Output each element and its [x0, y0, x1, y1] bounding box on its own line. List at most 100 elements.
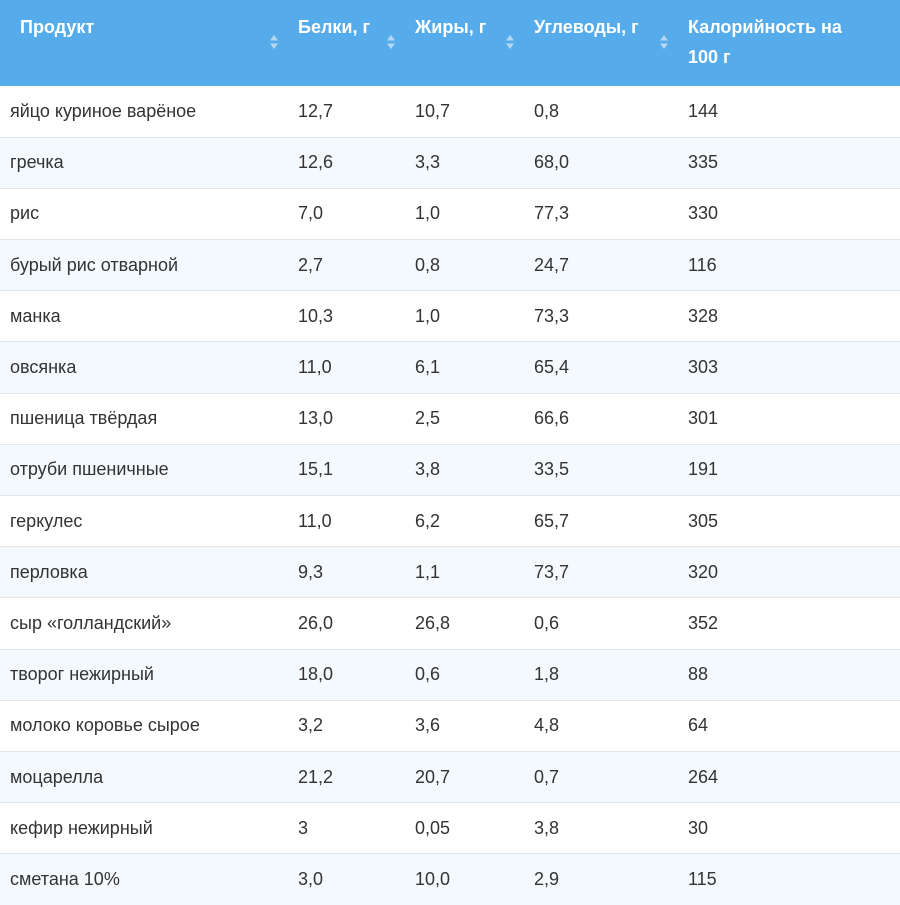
- cell-fat: 1,1: [405, 546, 524, 598]
- cell-product: перловка: [0, 546, 288, 598]
- table-row: кефир нежирный 3 0,05 3,8 30: [0, 802, 900, 854]
- cell-carbs: 65,4: [524, 341, 678, 394]
- cell-calories: 116: [678, 239, 900, 291]
- cell-protein: 12,7: [298, 100, 334, 121]
- cell-carbs: 0,8: [534, 100, 560, 121]
- table-body: яйцо куриное варёное 12,7 10,7 0,8 144 гречка…: [0, 86, 900, 905]
- header-carbs[interactable]: Углеводы, г: [524, 0, 678, 86]
- cell-fat: 1,0: [405, 290, 524, 342]
- table-row: молоко коровье сырое 3,2 3,6 4,8 64: [0, 699, 900, 752]
- cell-carbs: 73,3: [524, 290, 678, 342]
- cell-carbs: 65,7: [524, 494, 678, 547]
- cell-product: кефир нежирный: [0, 802, 288, 854]
- cell-protein: 26,0: [288, 597, 405, 650]
- cell-product: гречка: [0, 136, 288, 189]
- cell-product: отруби пшеничные: [0, 443, 288, 496]
- header-fat[interactable]: Жиры, г: [405, 0, 524, 86]
- cell-fat: 3,6: [405, 699, 524, 752]
- cell-product: бурый рис отварной: [0, 239, 288, 291]
- cell-carbs: 4,8: [524, 699, 678, 752]
- cell-fat: 0,6: [405, 648, 524, 701]
- cell-protein: 10,3: [288, 290, 405, 342]
- cell-fat: 10,0: [405, 853, 524, 905]
- cell-calories: 88: [678, 648, 900, 701]
- cell-carbs: 0,7: [524, 750, 678, 803]
- table-row: отруби пшеничные 15,1 3,8 33,5 191: [0, 443, 900, 496]
- cell-calories: 303: [678, 341, 900, 394]
- cell-carbs: 24,7: [524, 239, 678, 291]
- cell-carbs: 66,6: [524, 392, 678, 445]
- cell-calories: 305: [678, 494, 900, 547]
- cell-carbs: 77,3: [524, 187, 678, 240]
- cell-product: яйцо куриное варёное: [10, 100, 197, 121]
- table-header: Продукт Белки, г Жиры, г: [0, 0, 900, 86]
- sort-arrows-icon: [660, 35, 668, 49]
- cell-fat: 6,2: [405, 494, 524, 547]
- cell-product: молоко коровье сырое: [0, 699, 288, 752]
- table-row: овсянка 11,0 6,1 65,4 303: [0, 341, 900, 394]
- header-row: Продукт Белки, г Жиры, г: [0, 0, 900, 86]
- cell-product: овсянка: [0, 341, 288, 394]
- cell-fat: 0,05: [405, 802, 524, 854]
- table-row: гречка 12,6 3,3 68,0 335: [0, 136, 900, 189]
- cell-protein: 18,0: [288, 648, 405, 701]
- cell-protein: 15,1: [288, 443, 405, 496]
- cell-protein: 7,0: [288, 187, 405, 240]
- table-row: геркулес 11,0 6,2 65,7 305: [0, 494, 900, 547]
- cell-calories: 301: [678, 392, 900, 445]
- cell-calories: 64: [678, 699, 900, 752]
- table-row: манка 10,3 1,0 73,3 328: [0, 290, 900, 342]
- cell-product: сыр «голландский»: [0, 597, 288, 650]
- header-label: Жиры, г: [415, 17, 487, 37]
- cell-protein: 12,6: [288, 136, 405, 189]
- cell-protein: 9,3: [288, 546, 405, 598]
- cell-fat: 0,8: [405, 239, 524, 291]
- cell-carbs: 68,0: [524, 136, 678, 189]
- cell-product: пшеница твёрдая: [0, 392, 288, 445]
- table-row: пшеница твёрдая 13,0 2,5 66,6 301: [0, 392, 900, 445]
- cell-product: сметана 10%: [0, 853, 288, 905]
- header-calories[interactable]: Калорийность на 100 г: [678, 0, 900, 86]
- table-row: рис 7,0 1,0 77,3 330: [0, 187, 900, 240]
- cell-fat: 6,1: [405, 341, 524, 394]
- cell-fat: 26,8: [405, 597, 524, 650]
- sort-arrows-icon: [506, 35, 514, 49]
- cell-fat: 2,5: [405, 392, 524, 445]
- cell-protein: 21,2: [288, 750, 405, 803]
- sort-arrows-icon: [387, 35, 395, 49]
- cell-carbs: 73,7: [524, 546, 678, 598]
- cell-product: творог нежирный: [0, 648, 288, 701]
- cell-calories: 144: [688, 100, 719, 121]
- cell-protein: 13,0: [288, 392, 405, 445]
- cell-carbs: 1,8: [524, 648, 678, 701]
- table-row: сыр «голландский» 26,0 26,8 0,6 352: [0, 597, 900, 650]
- cell-protein: 2,7: [288, 239, 405, 291]
- table-row: бурый рис отварной 2,7 0,8 24,7 116: [0, 239, 900, 291]
- cell-protein: 3: [288, 802, 405, 854]
- cell-fat: 20,7: [405, 750, 524, 803]
- table-row: сметана 10% 3,0 10,0 2,9 115: [0, 853, 900, 905]
- header-product[interactable]: Продукт: [0, 0, 288, 86]
- cell-carbs: 3,8: [524, 802, 678, 854]
- header-protein[interactable]: Белки, г: [288, 0, 405, 86]
- cell-product: рис: [0, 187, 288, 240]
- cell-carbs: 33,5: [524, 443, 678, 496]
- cell-calories: 264: [678, 750, 900, 803]
- cell-protein: 11,0: [288, 494, 405, 547]
- cell-protein: 11,0: [288, 341, 405, 394]
- cell-carbs: 0,6: [524, 597, 678, 650]
- table-row: моцарелла 21,2 20,7 0,7 264: [0, 750, 900, 803]
- cell-calories: 320: [678, 546, 900, 598]
- cell-protein: 3,2: [288, 699, 405, 752]
- cell-product: геркулес: [0, 494, 288, 547]
- cell-calories: 330: [678, 187, 900, 240]
- cell-product: моцарелла: [0, 750, 288, 803]
- cell-fat: 10,7: [415, 100, 451, 121]
- cell-calories: 115: [678, 853, 900, 905]
- cell-calories: 335: [678, 136, 900, 189]
- cell-calories: 30: [678, 802, 900, 854]
- cell-protein: 3,0: [288, 853, 405, 905]
- cell-fat: 3,3: [405, 136, 524, 189]
- table-row: творог нежирный 18,0 0,6 1,8 88: [0, 648, 900, 701]
